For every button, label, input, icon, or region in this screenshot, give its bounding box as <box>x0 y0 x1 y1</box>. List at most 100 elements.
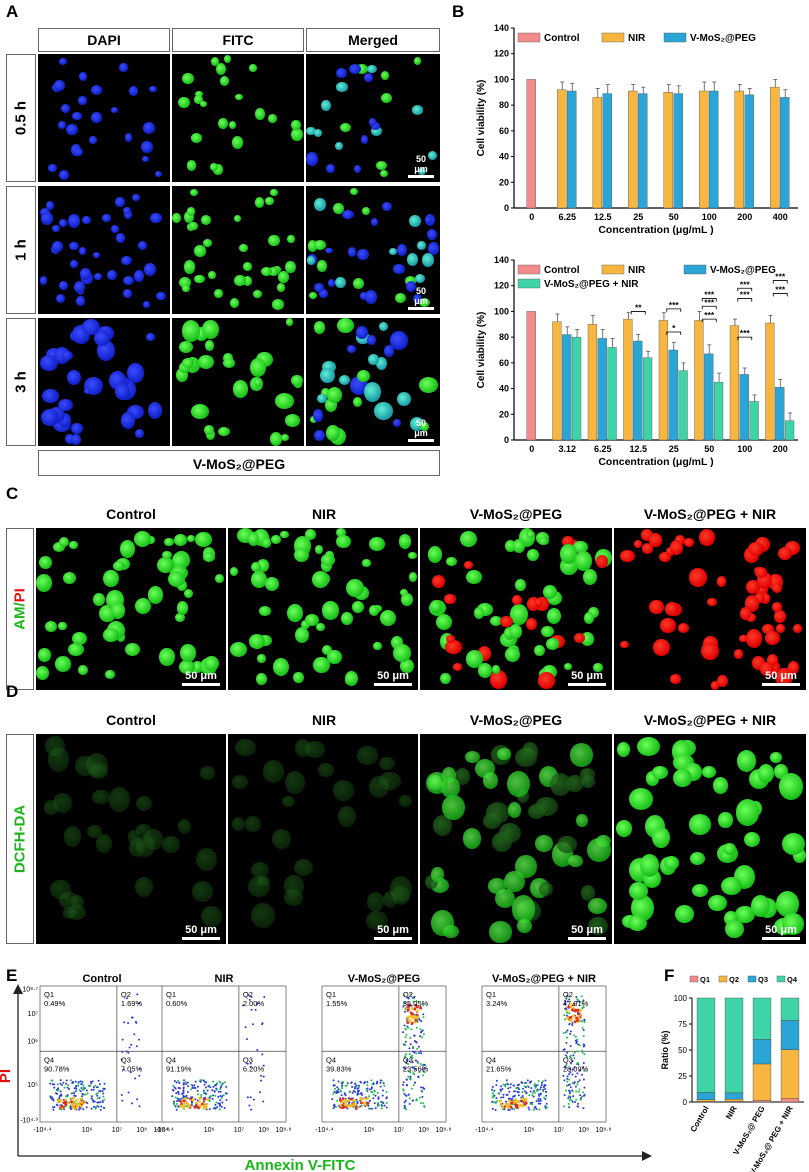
y-axis-label: Cell viability (%) <box>476 312 487 389</box>
d-header-vmos-nir: V-MoS₂@PEG + NIR <box>643 712 777 728</box>
x-tick-label: 400 <box>773 212 788 222</box>
legend-swatch <box>718 975 728 983</box>
scale-bar: 50 μm <box>408 418 434 442</box>
event-dot <box>516 1084 519 1087</box>
event-dot <box>191 1101 194 1104</box>
stack-segment <box>724 997 744 1094</box>
scale-bar-line <box>374 937 412 940</box>
event-dot <box>539 1088 542 1091</box>
cell <box>163 537 175 547</box>
event-dot <box>407 1003 411 1007</box>
event-dot <box>199 1079 202 1082</box>
cell <box>286 603 303 623</box>
cell <box>575 813 588 828</box>
q1-tag: Q1 <box>326 990 336 999</box>
d-header-vmos: V-MoS₂@PEG <box>469 712 563 728</box>
event-dot <box>216 1106 219 1109</box>
event-dot <box>219 1081 222 1084</box>
q1-tag: Q1 <box>486 990 496 999</box>
event-dot <box>75 1106 79 1110</box>
cell <box>545 638 559 651</box>
event-dot <box>543 1096 546 1099</box>
cell <box>190 132 203 143</box>
event-dot <box>212 1094 215 1097</box>
event-dot <box>354 1106 358 1109</box>
event-dot <box>564 1065 567 1068</box>
event-dot <box>89 1080 92 1083</box>
legend-swatch <box>517 32 541 43</box>
event-dot <box>219 1086 222 1089</box>
event-dot <box>405 1033 408 1036</box>
cell <box>182 320 201 342</box>
event-dot <box>418 1018 421 1021</box>
event-dot <box>78 1103 82 1106</box>
cell <box>119 540 135 558</box>
event-dot <box>217 1090 220 1093</box>
stack-segment <box>780 997 800 1021</box>
cell <box>200 905 222 928</box>
cell <box>40 355 59 371</box>
event-dot <box>191 1086 194 1089</box>
event-dot <box>506 1103 510 1107</box>
cell <box>428 546 443 563</box>
cell <box>77 96 88 105</box>
event-dot <box>417 1062 420 1065</box>
y-axis-label: Cell viability (%) <box>476 80 487 157</box>
cell <box>265 197 274 206</box>
cell <box>428 151 438 161</box>
event-dot <box>413 1051 416 1054</box>
event-dot <box>379 1079 382 1082</box>
cell <box>397 392 411 407</box>
event-dot <box>175 1103 178 1106</box>
event-dot <box>379 1085 382 1088</box>
event-dot <box>196 1089 199 1092</box>
y-tick-label: 10⁶ <box>27 1038 38 1045</box>
micrograph-a-r1-c1 <box>172 186 304 314</box>
cell <box>549 773 571 797</box>
cell <box>366 64 377 73</box>
event-dot <box>495 1079 498 1082</box>
event-dot <box>569 1055 572 1058</box>
event-dot <box>79 1080 82 1083</box>
event-dot <box>80 1083 83 1086</box>
event-dot <box>418 1096 421 1099</box>
event-dot <box>537 1079 540 1082</box>
event-dot <box>511 1097 514 1100</box>
event-dot <box>102 1092 105 1095</box>
event-dot <box>381 1100 384 1103</box>
event-dot <box>523 1085 526 1088</box>
event-dot <box>92 1088 95 1091</box>
event-dot <box>408 1102 411 1105</box>
event-dot <box>368 1088 371 1091</box>
event-dot <box>189 1088 192 1091</box>
event-dot <box>377 1097 380 1100</box>
cell <box>370 125 382 136</box>
cell <box>620 640 629 649</box>
f-y-label: Ratio (%) <box>660 1031 670 1070</box>
event-dot <box>368 1099 371 1102</box>
cell <box>641 543 653 554</box>
cell <box>701 765 717 778</box>
event-dot <box>421 1068 424 1071</box>
event-dot <box>75 1084 78 1087</box>
cell <box>290 375 303 387</box>
event-dot <box>220 1084 223 1087</box>
event-dot <box>562 1048 565 1051</box>
q1-tag: Q1 <box>44 990 54 999</box>
cell <box>326 386 342 403</box>
event-dot <box>569 1086 572 1089</box>
cell <box>357 746 378 765</box>
event-dot <box>573 1057 576 1060</box>
cell <box>253 290 262 298</box>
event-dot <box>245 1038 248 1041</box>
event-dot <box>571 1022 574 1025</box>
cell <box>128 85 138 97</box>
event-dot <box>242 1004 245 1007</box>
cell <box>639 854 660 878</box>
cell <box>141 155 149 163</box>
bar <box>597 338 607 441</box>
cell <box>232 775 249 790</box>
cell <box>325 163 335 173</box>
cell <box>512 595 523 605</box>
event-dot <box>564 999 567 1002</box>
